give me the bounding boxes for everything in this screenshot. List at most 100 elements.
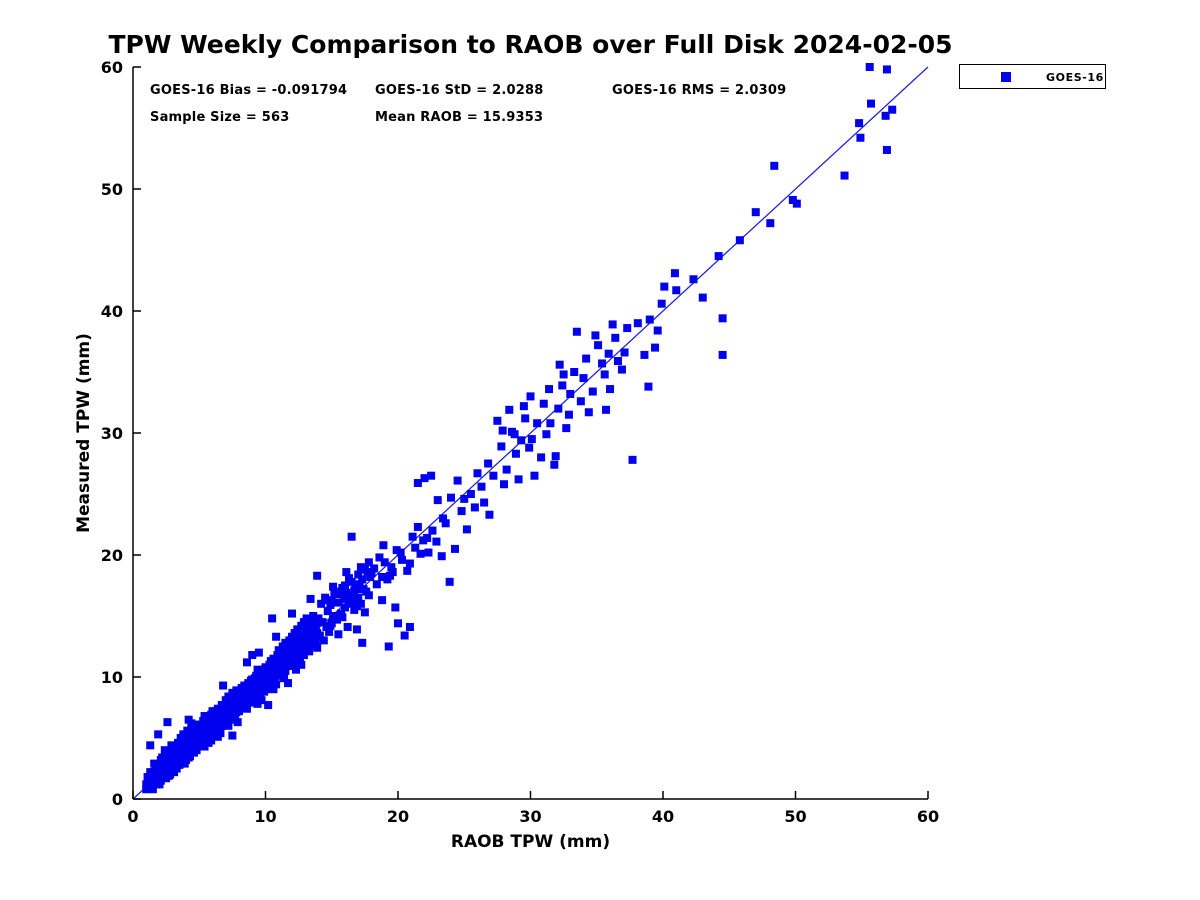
scatter-point bbox=[600, 370, 609, 379]
scatter-point bbox=[416, 549, 425, 558]
scatter-point bbox=[347, 532, 356, 541]
scatter-point bbox=[352, 625, 361, 634]
scatter-point bbox=[413, 479, 422, 488]
scatter-point bbox=[299, 651, 308, 660]
scatter-point bbox=[497, 442, 506, 451]
scatter-point bbox=[882, 145, 891, 154]
scatter-point bbox=[511, 449, 520, 458]
scatter-point bbox=[489, 471, 498, 480]
scatter-point bbox=[462, 525, 471, 534]
scatter-point bbox=[372, 580, 381, 589]
scatter-point bbox=[558, 381, 567, 390]
scatter-point bbox=[550, 460, 559, 469]
scatter-point bbox=[441, 519, 450, 528]
scatter-point bbox=[284, 679, 293, 688]
scatter-point bbox=[168, 762, 177, 771]
x-tick-label: 30 bbox=[519, 807, 541, 826]
scatter-point bbox=[394, 619, 402, 628]
scatter-point bbox=[380, 558, 389, 567]
scatter-point bbox=[554, 404, 563, 413]
scatter-point bbox=[645, 315, 654, 324]
scatter-point bbox=[281, 666, 290, 675]
scatter-point bbox=[519, 402, 528, 411]
scatter-point bbox=[856, 133, 865, 142]
scatter-point bbox=[882, 65, 891, 74]
scatter-point bbox=[351, 585, 360, 594]
scatter-point bbox=[514, 475, 523, 484]
scatter-point bbox=[598, 359, 607, 368]
chart-title: TPW Weekly Comparison to RAOB over Full … bbox=[108, 30, 953, 59]
scatter-point bbox=[356, 563, 365, 572]
scatter-point bbox=[633, 319, 642, 328]
scatter-point bbox=[248, 651, 257, 660]
scatter-point bbox=[477, 482, 486, 491]
scatter-point bbox=[187, 740, 196, 749]
scatter-point bbox=[391, 603, 400, 612]
scatter-point bbox=[865, 63, 874, 71]
scatter-point bbox=[242, 658, 251, 667]
x-tick-label: 10 bbox=[254, 807, 276, 826]
scatter-point bbox=[184, 753, 193, 762]
scatter-point bbox=[405, 622, 414, 631]
scatter-point bbox=[309, 612, 318, 620]
scatter-point bbox=[566, 389, 575, 398]
scatter-point bbox=[572, 327, 581, 336]
scatter-point bbox=[670, 269, 679, 278]
scatter-point bbox=[484, 459, 493, 468]
scatter-point bbox=[237, 698, 246, 707]
scatter-point bbox=[146, 741, 155, 750]
scatter-point bbox=[333, 615, 342, 624]
scatter-point bbox=[297, 660, 306, 669]
scatter-point bbox=[447, 493, 455, 502]
scatter-point bbox=[403, 566, 412, 575]
scatter-point bbox=[570, 368, 579, 376]
scatter-point bbox=[559, 370, 568, 379]
scatter-point bbox=[562, 424, 571, 433]
legend-label: GOES-16 bbox=[1046, 71, 1104, 84]
scatter-point bbox=[400, 631, 409, 640]
scatter-point bbox=[180, 735, 189, 744]
scatter-point bbox=[888, 105, 897, 114]
scatter-point bbox=[343, 622, 352, 631]
scatter-point bbox=[325, 627, 334, 636]
scatter-point bbox=[319, 636, 328, 645]
scatter-point bbox=[881, 111, 890, 120]
scatter-point bbox=[156, 776, 165, 785]
scatter-point bbox=[542, 430, 551, 439]
scatter-point bbox=[751, 208, 760, 217]
scatter-point bbox=[224, 721, 233, 730]
scatter-point bbox=[350, 605, 359, 614]
scatter-point bbox=[735, 236, 744, 245]
y-tick-label: 60 bbox=[101, 58, 123, 77]
scatter-point bbox=[191, 720, 200, 729]
scatter-point bbox=[288, 609, 296, 618]
scatter-point bbox=[521, 414, 530, 423]
scatter-point bbox=[502, 465, 511, 474]
scatter-point bbox=[344, 599, 353, 608]
scatter-point bbox=[591, 331, 600, 340]
scatter-point bbox=[375, 553, 384, 562]
scatter-point bbox=[608, 320, 617, 329]
scatter-point bbox=[388, 568, 397, 577]
scatter-point bbox=[335, 590, 344, 599]
scatter-point bbox=[378, 572, 387, 581]
scatter-point bbox=[517, 436, 526, 445]
scatter-point bbox=[384, 642, 393, 651]
scatter-point bbox=[148, 785, 157, 794]
scatter-point bbox=[367, 569, 376, 578]
scatter-point bbox=[163, 718, 172, 727]
scatter-point bbox=[493, 416, 502, 425]
scatter-point bbox=[453, 476, 462, 485]
scatter-point bbox=[698, 293, 707, 302]
scatter-point bbox=[533, 419, 542, 428]
scatter-point bbox=[280, 674, 289, 683]
x-tick-label: 20 bbox=[387, 807, 409, 826]
y-tick-label: 40 bbox=[101, 302, 123, 321]
scatter-point bbox=[231, 713, 240, 722]
scatter-point bbox=[606, 385, 614, 394]
scatter-point bbox=[334, 598, 343, 607]
scatter-point bbox=[611, 333, 620, 342]
scatter-point bbox=[546, 419, 555, 428]
scatter-point bbox=[370, 564, 379, 573]
